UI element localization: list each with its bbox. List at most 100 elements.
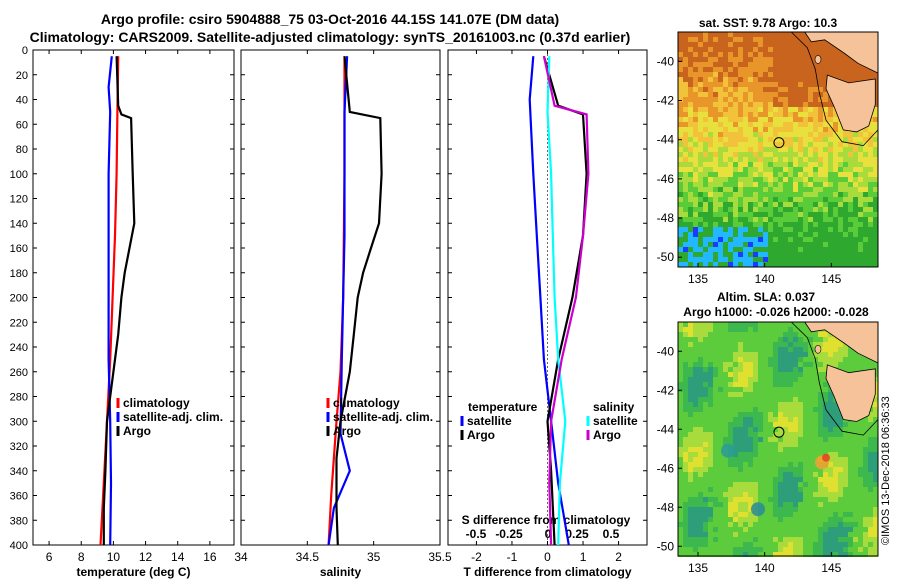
map-cell	[803, 547, 808, 552]
map-cell	[678, 167, 683, 172]
map-cell	[858, 162, 863, 167]
map-cell	[718, 257, 723, 262]
map-cell	[693, 427, 698, 432]
map-cell	[783, 222, 788, 227]
map-cell	[768, 182, 773, 187]
map-cell	[808, 337, 813, 342]
map-cell	[813, 197, 818, 202]
map-cell	[858, 512, 863, 517]
map-cell	[738, 202, 743, 207]
map-cell	[703, 107, 708, 112]
map-cell	[708, 487, 713, 492]
map-cell	[683, 552, 688, 557]
map-cell	[823, 262, 828, 267]
map-cell	[763, 407, 768, 412]
map-cell	[708, 327, 713, 332]
map-cell	[788, 347, 793, 352]
map-cell	[768, 402, 773, 407]
map-cell	[788, 397, 793, 402]
map-cell	[818, 172, 823, 177]
map-cell	[808, 452, 813, 457]
map-cell	[793, 357, 798, 362]
map-cell	[838, 502, 843, 507]
map-cell	[778, 327, 783, 332]
map-cell	[853, 212, 858, 217]
map-cell	[863, 427, 868, 432]
map-cell	[738, 427, 743, 432]
map-cell	[723, 197, 728, 202]
map-cell	[718, 347, 723, 352]
map-cell	[783, 87, 788, 92]
map-cell	[733, 227, 738, 232]
map-cell	[743, 92, 748, 97]
map-cell	[813, 92, 818, 97]
king-island	[814, 344, 822, 354]
map-cell	[753, 247, 758, 252]
map-cell	[853, 537, 858, 542]
map-cell	[678, 157, 683, 162]
map-cell	[733, 512, 738, 517]
map-cell	[783, 487, 788, 492]
map-cell	[688, 552, 693, 557]
map-cell	[683, 227, 688, 232]
map-cell	[698, 182, 703, 187]
map-cell	[828, 507, 833, 512]
map-cell	[683, 222, 688, 227]
map-cell	[863, 432, 868, 437]
map-cell	[743, 547, 748, 552]
map-cell	[788, 462, 793, 467]
map-cell	[808, 457, 813, 462]
map-cell	[753, 367, 758, 372]
map-cell	[798, 542, 803, 547]
map-cell	[803, 87, 808, 92]
map-cell	[793, 257, 798, 262]
map-cell	[688, 407, 693, 412]
map-cell	[783, 522, 788, 527]
map-cell	[798, 252, 803, 257]
map-cell	[753, 412, 758, 417]
map-cell	[713, 232, 718, 237]
map-cell	[778, 57, 783, 62]
map-cell	[808, 377, 813, 382]
map-cell	[838, 492, 843, 497]
map-cell	[788, 247, 793, 252]
map-cell	[683, 322, 688, 327]
map-cell	[683, 482, 688, 487]
map-cell	[763, 112, 768, 117]
map-cell	[848, 227, 853, 232]
depth-tick-label-340: 340	[10, 466, 28, 478]
map-cell	[868, 187, 873, 192]
map-cell	[708, 232, 713, 237]
map-cell	[833, 117, 838, 122]
map-cell	[748, 332, 753, 337]
map-cell	[848, 197, 853, 202]
salinity-xtick-label: 35	[367, 550, 381, 564]
map-cell	[713, 92, 718, 97]
map-cell	[743, 162, 748, 167]
map-cell	[773, 547, 778, 552]
map-cell	[783, 77, 788, 82]
map-cell	[818, 112, 823, 117]
map-cell	[718, 162, 723, 167]
map-cell	[763, 192, 768, 197]
map-cell	[738, 237, 743, 242]
map-cell	[808, 552, 813, 557]
map-cell	[713, 97, 718, 102]
difference-xtick-label: -2	[471, 550, 482, 564]
map-cell	[858, 422, 863, 427]
map-cell	[778, 112, 783, 117]
map-cell	[778, 362, 783, 367]
map-cell	[763, 492, 768, 497]
map-cell	[698, 487, 703, 492]
map-cell	[728, 177, 733, 182]
map-cell	[788, 502, 793, 507]
map-cell	[698, 452, 703, 457]
map-cell	[808, 217, 813, 222]
map-cell	[683, 472, 688, 477]
map-cell	[868, 147, 873, 152]
map-cell	[808, 477, 813, 482]
map-cell	[798, 527, 803, 532]
map-cell	[838, 207, 843, 212]
map-cell	[768, 547, 773, 552]
map-cell	[738, 232, 743, 237]
